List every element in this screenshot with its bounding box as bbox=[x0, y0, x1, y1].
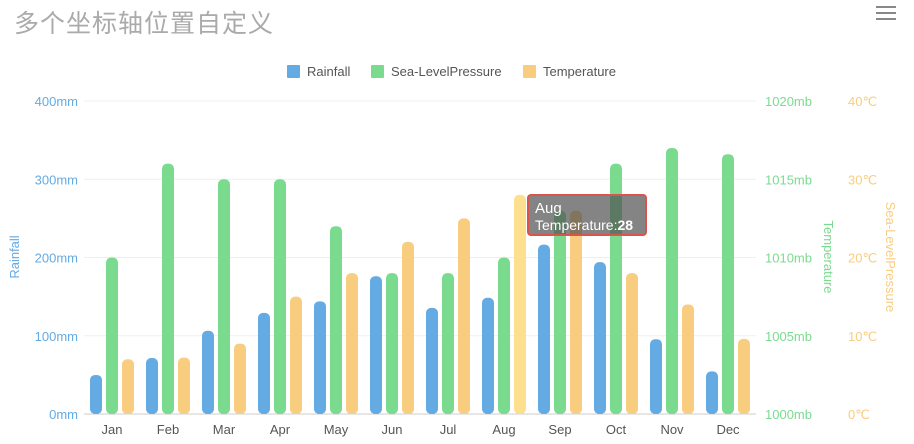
bar-temperature bbox=[402, 241, 414, 414]
temperature-tick-label: 30℃ bbox=[848, 172, 877, 187]
temperature-tick-label: 10℃ bbox=[848, 329, 877, 344]
tooltip-series-label: Temperature: bbox=[535, 217, 618, 233]
bar-sea-levelpressure bbox=[106, 257, 118, 414]
bar-temperature bbox=[290, 296, 302, 414]
bar-rainfall bbox=[426, 307, 438, 414]
temperature-axis-title: Sea-LevelPressure bbox=[883, 202, 898, 313]
bar-temperature bbox=[178, 357, 190, 414]
bar-rainfall bbox=[258, 312, 270, 414]
x-tick-label: Apr bbox=[270, 422, 291, 437]
bar-temperature bbox=[458, 218, 470, 414]
x-tick-label: Feb bbox=[157, 422, 179, 437]
bar-temperature bbox=[626, 273, 638, 414]
bar-rainfall bbox=[314, 301, 326, 414]
temperature-tick-label: 40℃ bbox=[848, 94, 877, 109]
bar-temperature bbox=[122, 359, 134, 414]
bar-rainfall bbox=[370, 276, 382, 414]
bar-rainfall bbox=[650, 339, 662, 414]
bar-temperature bbox=[570, 210, 582, 414]
bar-sea-levelpressure bbox=[330, 226, 342, 414]
bar-temperature bbox=[682, 304, 694, 414]
bar-rainfall bbox=[146, 358, 158, 414]
x-tick-label: Nov bbox=[660, 422, 684, 437]
x-tick-label: Jul bbox=[440, 422, 457, 437]
legend-label: Sea-LevelPressure bbox=[391, 64, 502, 79]
bar-sea-levelpressure bbox=[498, 257, 510, 414]
legend-swatch bbox=[287, 65, 300, 78]
bar-rainfall bbox=[90, 374, 102, 414]
tooltip: Aug Temperature:28 bbox=[527, 194, 647, 236]
bar-sea-levelpressure bbox=[162, 163, 174, 414]
chart-title: 多个坐标轴位置自定义 bbox=[14, 9, 275, 38]
x-tick-label: Oct bbox=[606, 422, 627, 437]
bar-rainfall bbox=[482, 297, 494, 414]
bar-rainfall bbox=[594, 262, 606, 414]
x-tick-label: Dec bbox=[716, 422, 740, 437]
bar-rainfall bbox=[706, 371, 718, 414]
legend-label: Rainfall bbox=[307, 64, 350, 79]
pressure-tick-label: 1015mb bbox=[765, 172, 812, 187]
bar-temperature bbox=[514, 194, 526, 414]
legend-label: Temperature bbox=[543, 64, 616, 79]
bar-temperature bbox=[738, 338, 750, 414]
temperature-tick-label: 0℃ bbox=[848, 407, 870, 422]
x-tick-label: Aug bbox=[492, 422, 515, 437]
bar-temperature bbox=[234, 343, 246, 414]
bar-sea-levelpressure bbox=[722, 154, 734, 414]
rainfall-axis-title: Rainfall bbox=[7, 235, 22, 278]
bar-sea-levelpressure bbox=[442, 273, 454, 414]
rainfall-tick-label: 0mm bbox=[49, 407, 78, 422]
pressure-tick-label: 1000mb bbox=[765, 407, 812, 422]
pressure-axis-title: Temperature bbox=[821, 221, 836, 294]
temperature-tick-label: 20℃ bbox=[848, 251, 877, 266]
bar-rainfall bbox=[202, 330, 214, 414]
rainfall-tick-label: 300mm bbox=[35, 172, 78, 187]
legend-swatch bbox=[523, 65, 536, 78]
bar-sea-levelpressure bbox=[666, 147, 678, 414]
legend-swatch bbox=[371, 65, 384, 78]
pressure-tick-label: 1005mb bbox=[765, 329, 812, 344]
tooltip-category: Aug bbox=[535, 200, 562, 217]
bar-sea-levelpressure bbox=[218, 179, 230, 414]
bar-rainfall bbox=[538, 244, 550, 414]
x-tick-label: May bbox=[324, 422, 349, 437]
x-tick-label: Jun bbox=[382, 422, 403, 437]
pressure-tick-label: 1020mb bbox=[765, 94, 812, 109]
tooltip-value: 28 bbox=[617, 217, 634, 233]
pressure-tick-label: 1010mb bbox=[765, 251, 812, 266]
tooltip-value-line: Temperature:28 bbox=[535, 217, 639, 234]
bar-sea-levelpressure bbox=[274, 179, 286, 414]
bar-temperature bbox=[346, 273, 358, 414]
rainfall-tick-label: 100mm bbox=[35, 329, 78, 344]
rainfall-tick-label: 400mm bbox=[35, 94, 78, 109]
x-tick-label: Jan bbox=[102, 422, 123, 437]
hamburger-menu-icon[interactable] bbox=[876, 6, 896, 22]
x-tick-label: Sep bbox=[548, 422, 571, 437]
rainfall-tick-label: 200mm bbox=[35, 251, 78, 266]
bar-sea-levelpressure bbox=[554, 210, 566, 414]
x-tick-label: Mar bbox=[213, 422, 236, 437]
bar-sea-levelpressure bbox=[386, 273, 398, 414]
